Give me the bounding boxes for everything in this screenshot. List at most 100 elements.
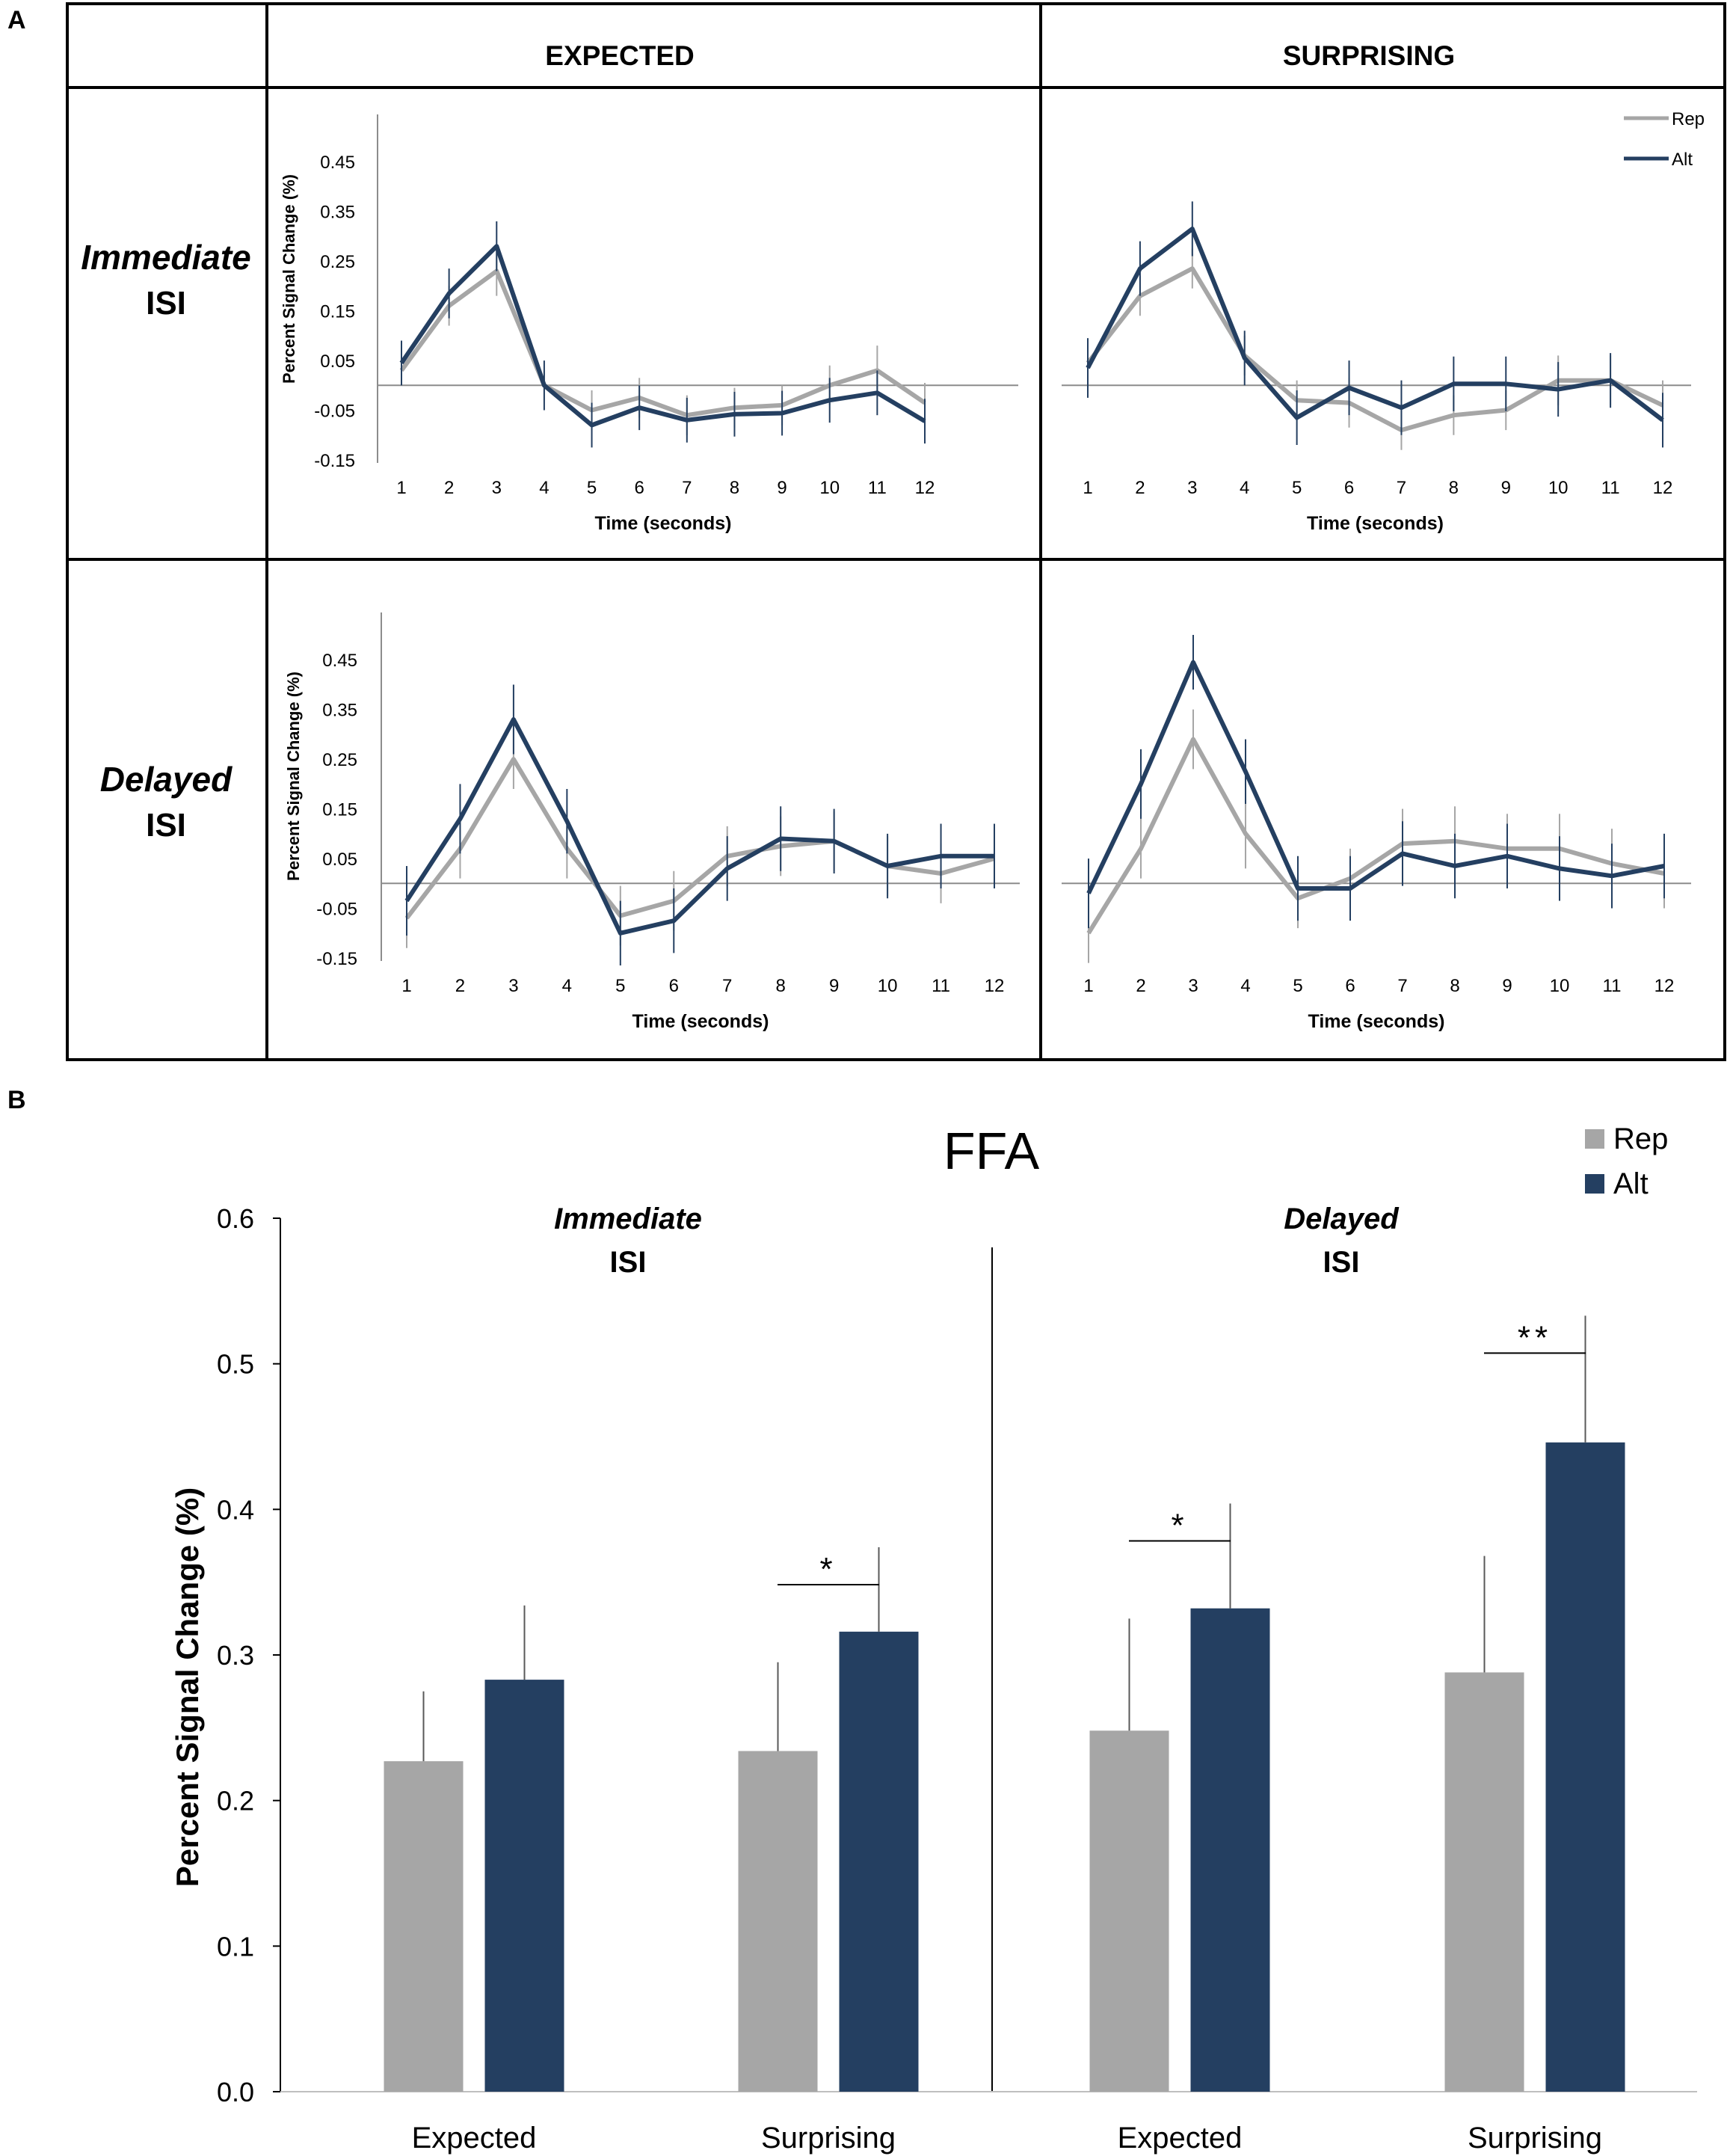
x-tick-label: 1 (1083, 478, 1092, 498)
series-line-rep (399, 268, 926, 418)
x-tick-label: 12 (1654, 976, 1675, 996)
x-tick-label: 12 (1653, 478, 1673, 498)
x-tick-label: 8 (1449, 478, 1459, 498)
bar-y-tick-label: 0.2 (217, 1786, 254, 1816)
series-line-alt (399, 244, 926, 428)
bar-legend-alt-label: Alt (1613, 1167, 1649, 1200)
x-tick-label: 1 (401, 976, 411, 996)
x-tick-label: 4 (539, 478, 549, 498)
panel-a-grid (66, 2, 1726, 1061)
category-label: Surprising (761, 2122, 896, 2155)
x-tick-label: 12 (985, 976, 1005, 996)
legend-rep-label: Rep (1672, 109, 1705, 129)
bar-y-tick-label: 0.5 (217, 1349, 254, 1380)
x-tick-label: 8 (1450, 976, 1459, 996)
bar-legend-rep-swatch (1585, 1129, 1604, 1149)
x-tick-label: 9 (1501, 478, 1511, 498)
panel-b-label: B (7, 1086, 26, 1114)
group-label-delayed: Delayed (1284, 1203, 1400, 1235)
series-line-alt (1086, 227, 1664, 423)
x-tick-label: 8 (776, 976, 786, 996)
y-tick-label: 0.35 (320, 203, 355, 223)
line-chart-legend: Rep Alt (1624, 109, 1705, 170)
row-header-delayed-isi: ISI (146, 807, 186, 844)
row-header-immediate-isi: ISI (146, 285, 186, 322)
x-tick-label: 1 (1083, 976, 1093, 996)
y-tick-label: 0.05 (322, 850, 357, 870)
x-tick-label: 6 (635, 478, 644, 498)
series-line-rep (404, 757, 995, 920)
x-axis-title: Time (seconds) (632, 1011, 769, 1032)
x-tick-label: 6 (1345, 976, 1355, 996)
y-tick-label: 0.05 (320, 351, 355, 372)
category-label: Expected (412, 2122, 537, 2155)
group-label-immediate-isi: ISI (610, 1246, 647, 1279)
x-tick-label: 10 (878, 976, 898, 996)
y-tick-label: -0.05 (316, 900, 357, 920)
x-tick-label: 8 (730, 478, 739, 498)
x-tick-label: 12 (915, 478, 935, 498)
y-tick-label: 0.45 (320, 153, 355, 173)
y-tick-label: -0.15 (314, 451, 355, 471)
bar-rep (1089, 1730, 1169, 2092)
row-header-delayed: Delayed (100, 760, 233, 799)
y-tick-label: 0.45 (322, 651, 357, 671)
bar-rep (1444, 1672, 1524, 2092)
bar-alt (484, 1680, 564, 2092)
x-tick-label: 9 (777, 478, 786, 498)
x-tick-label: 7 (1397, 976, 1407, 996)
x-tick-label: 3 (1187, 478, 1197, 498)
bar-y-tick-label: 0.3 (217, 1640, 254, 1671)
x-tick-label: 5 (1293, 976, 1302, 996)
x-tick-label: 1 (396, 478, 406, 498)
group-label-delayed-isi: ISI (1323, 1246, 1360, 1279)
x-tick-label: 2 (444, 478, 454, 498)
x-tick-label: 11 (932, 976, 950, 996)
bar-y-tick-label: 0.0 (217, 2077, 254, 2107)
bar-alt (839, 1631, 919, 2092)
x-tick-label: 9 (1502, 976, 1512, 996)
significance-marker: * (1171, 1508, 1188, 1544)
x-tick-label: 7 (722, 976, 732, 996)
bar-chart-ffa: FFA Percent Signal Change (%) Immediate … (170, 1122, 1697, 2155)
x-tick-label: 3 (1188, 976, 1198, 996)
x-tick-label: 10 (819, 478, 840, 498)
series-line-alt (404, 717, 994, 936)
bar-chart-ylabel: Percent Signal Change (%) (170, 1487, 205, 1887)
series-line-rep (1086, 737, 1665, 935)
x-tick-label: 6 (669, 976, 679, 996)
x-tick-label: 3 (508, 976, 518, 996)
group-label-immediate: Immediate (554, 1203, 702, 1235)
x-tick-label: 2 (1135, 478, 1145, 498)
bar-y-tick-label: 0.4 (217, 1494, 254, 1525)
bar-alt (1190, 1608, 1270, 2092)
x-tick-label: 4 (1240, 976, 1250, 996)
x-axis-title: Time (seconds) (1308, 1011, 1445, 1032)
x-tick-label: 10 (1550, 976, 1570, 996)
bar-rep (738, 1751, 818, 2092)
col-header-expected: EXPECTED (545, 40, 694, 71)
x-tick-label: 3 (492, 478, 502, 498)
x-tick-label: 11 (1603, 976, 1622, 996)
x-tick-label: 7 (682, 478, 692, 498)
y-tick-label: 0.25 (322, 750, 357, 770)
x-axis-title: Time (seconds) (595, 513, 732, 534)
bar-rep (384, 1761, 464, 2092)
y-tick-label: 0.15 (322, 800, 357, 820)
x-tick-label: 7 (1397, 478, 1406, 498)
category-label: Surprising (1468, 2122, 1602, 2155)
legend-alt-label: Alt (1672, 150, 1693, 170)
x-tick-label: 6 (1344, 478, 1354, 498)
panel-a-label: A (7, 6, 26, 34)
x-tick-label: 11 (868, 478, 887, 498)
x-tick-label: 5 (615, 976, 625, 996)
x-tick-label: 10 (1548, 478, 1569, 498)
significance-marker: * (819, 1551, 837, 1588)
line-chart-delayed-expected: 0.45 0.35 0.25 0.15 0.05 -0.05 -0.15 Percent Si… (284, 612, 1020, 1032)
bar-legend-rep-label: Rep (1613, 1122, 1668, 1155)
x-tick-label: 9 (829, 976, 839, 996)
series-line-rep (1086, 266, 1664, 433)
